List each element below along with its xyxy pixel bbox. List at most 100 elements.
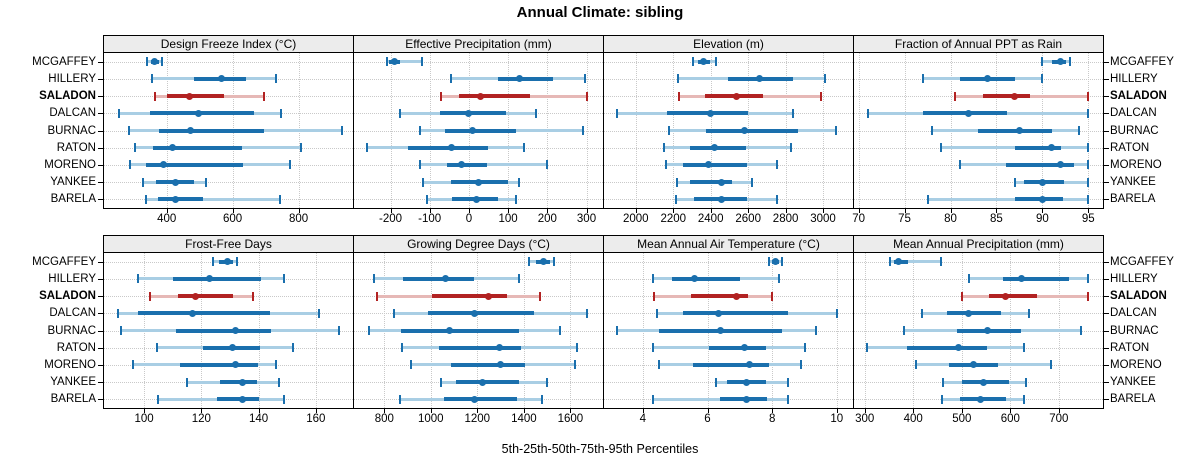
panel-design-freeze-index-c <box>103 52 354 209</box>
x-tick <box>166 209 168 213</box>
x-tick-label: 75 <box>898 213 911 225</box>
median-dot <box>495 344 503 352</box>
x-tick-label: 1400 <box>511 413 537 425</box>
median-dot <box>159 161 167 169</box>
x-tick-label: 100 <box>134 413 154 425</box>
whisker-cap-5th <box>373 274 376 284</box>
median-dot <box>733 292 741 300</box>
x-tick-label: 70 <box>852 213 865 225</box>
median-dot <box>172 195 180 203</box>
x-tick <box>1058 409 1060 413</box>
panel-plot-area <box>354 253 603 408</box>
median-dot <box>239 378 247 386</box>
percentile-range-25-75 <box>178 294 233 299</box>
panel-plot-area <box>104 53 353 208</box>
strip-title-frost-free-days: Frost-Free Days <box>185 237 272 251</box>
y-tick <box>1104 313 1109 315</box>
whisker-cap-5th <box>954 91 957 101</box>
x-tick-label: 100 <box>498 213 518 225</box>
x-tick <box>570 409 572 413</box>
median-dot <box>445 327 453 334</box>
x-tick <box>1042 209 1044 213</box>
station-label-hillery: HILLERY <box>48 72 96 85</box>
whisker-cap-5th <box>440 91 443 101</box>
station-label-barela: BARELA <box>50 393 96 406</box>
median-dot <box>980 378 988 386</box>
station-label-dalcan: DALCAN <box>1110 107 1157 120</box>
whisker-cap-95th <box>823 74 826 84</box>
percentile-range-25-75 <box>219 380 258 385</box>
whisker-cap-95th <box>1087 108 1090 118</box>
horizontal-gridline <box>604 61 853 63</box>
x-tick <box>996 209 998 213</box>
whisker-cap-5th <box>967 274 970 284</box>
whisker-cap-95th <box>1041 74 1044 84</box>
median-dot <box>733 92 741 100</box>
median-dot <box>475 178 483 186</box>
whisker-cap-95th <box>814 326 817 335</box>
x-tick <box>864 409 866 413</box>
strip-title-fraction-of-annual-ppt-as-rain: Fraction of Annual PPT as Rain <box>894 37 1063 51</box>
whisker-cap-95th <box>283 274 286 284</box>
whisker-cap-95th <box>291 343 294 353</box>
median-dot <box>465 109 473 117</box>
median-dot <box>447 144 455 152</box>
x-tick-label: 3000 <box>810 213 836 225</box>
percentile-range-25-75 <box>145 162 243 167</box>
whisker-cap-95th <box>518 177 521 187</box>
median-dot <box>473 195 481 203</box>
whisker-cap-95th <box>1078 126 1081 135</box>
strip-title-growing-degree-days-c: Growing Degree Days (°C) <box>407 237 550 251</box>
whisker-cap-95th <box>771 291 774 301</box>
median-dot <box>1017 275 1025 283</box>
station-label-raton: RATON <box>1110 141 1150 154</box>
x-tick-label: 700 <box>1049 413 1069 425</box>
whisker-cap-95th <box>1027 308 1030 318</box>
station-label-barela: BARELA <box>1110 193 1156 206</box>
whisker-cap-95th <box>1087 291 1089 301</box>
whisker-cap-5th <box>400 343 403 353</box>
median-dot <box>470 309 478 317</box>
panel-plot-area <box>354 53 603 208</box>
percentile-range-25-75 <box>690 145 747 150</box>
whisker-cap-95th <box>776 160 779 170</box>
median-dot <box>717 195 725 203</box>
percentile-range-25-75 <box>922 111 1008 116</box>
whisker-cap-5th <box>439 377 442 387</box>
whisker-cap-95th <box>585 308 588 318</box>
percentile-range-25-75 <box>1014 145 1061 150</box>
x-tick-label: 90 <box>1035 213 1049 225</box>
whisker-cap-95th <box>792 108 795 118</box>
whisker-cap-5th <box>921 74 924 84</box>
median-dot <box>442 275 450 283</box>
y-tick <box>98 147 103 149</box>
median-dot <box>965 309 972 317</box>
percentile-range-5-95 <box>927 197 1089 201</box>
median-dot <box>1011 92 1019 100</box>
whisker-cap-5th <box>656 308 659 318</box>
y-tick <box>98 296 103 298</box>
x-tick <box>1010 409 1012 413</box>
whisker-cap-95th <box>835 126 838 135</box>
whisker-cap-5th <box>668 126 671 135</box>
station-label-mcgaffey: MCGAFFEY <box>1110 255 1174 268</box>
percentile-range-25-75 <box>455 380 519 385</box>
whisker-cap-5th <box>691 57 694 67</box>
x-tick <box>430 409 432 413</box>
whisker-cap-95th <box>522 143 525 153</box>
whisker-cap-95th <box>787 394 790 404</box>
y-tick <box>1104 261 1109 263</box>
x-tick-label: 120 <box>191 413 211 425</box>
strip-title-design-freeze-index-c: Design Freeze Index (°C) <box>160 37 297 51</box>
whisker-cap-95th <box>585 91 588 101</box>
whisker-cap-95th <box>277 377 280 387</box>
x-tick <box>298 209 300 213</box>
y-tick <box>98 199 103 201</box>
y-tick <box>1104 347 1109 349</box>
whisker-cap-5th <box>117 108 120 118</box>
whisker-cap-5th <box>399 394 402 404</box>
percentile-range-5-95 <box>890 260 941 264</box>
x-tick-label: 400 <box>903 413 923 425</box>
x-tick-label: 2400 <box>697 213 724 225</box>
station-label-yankee: YANKEE <box>50 176 96 189</box>
